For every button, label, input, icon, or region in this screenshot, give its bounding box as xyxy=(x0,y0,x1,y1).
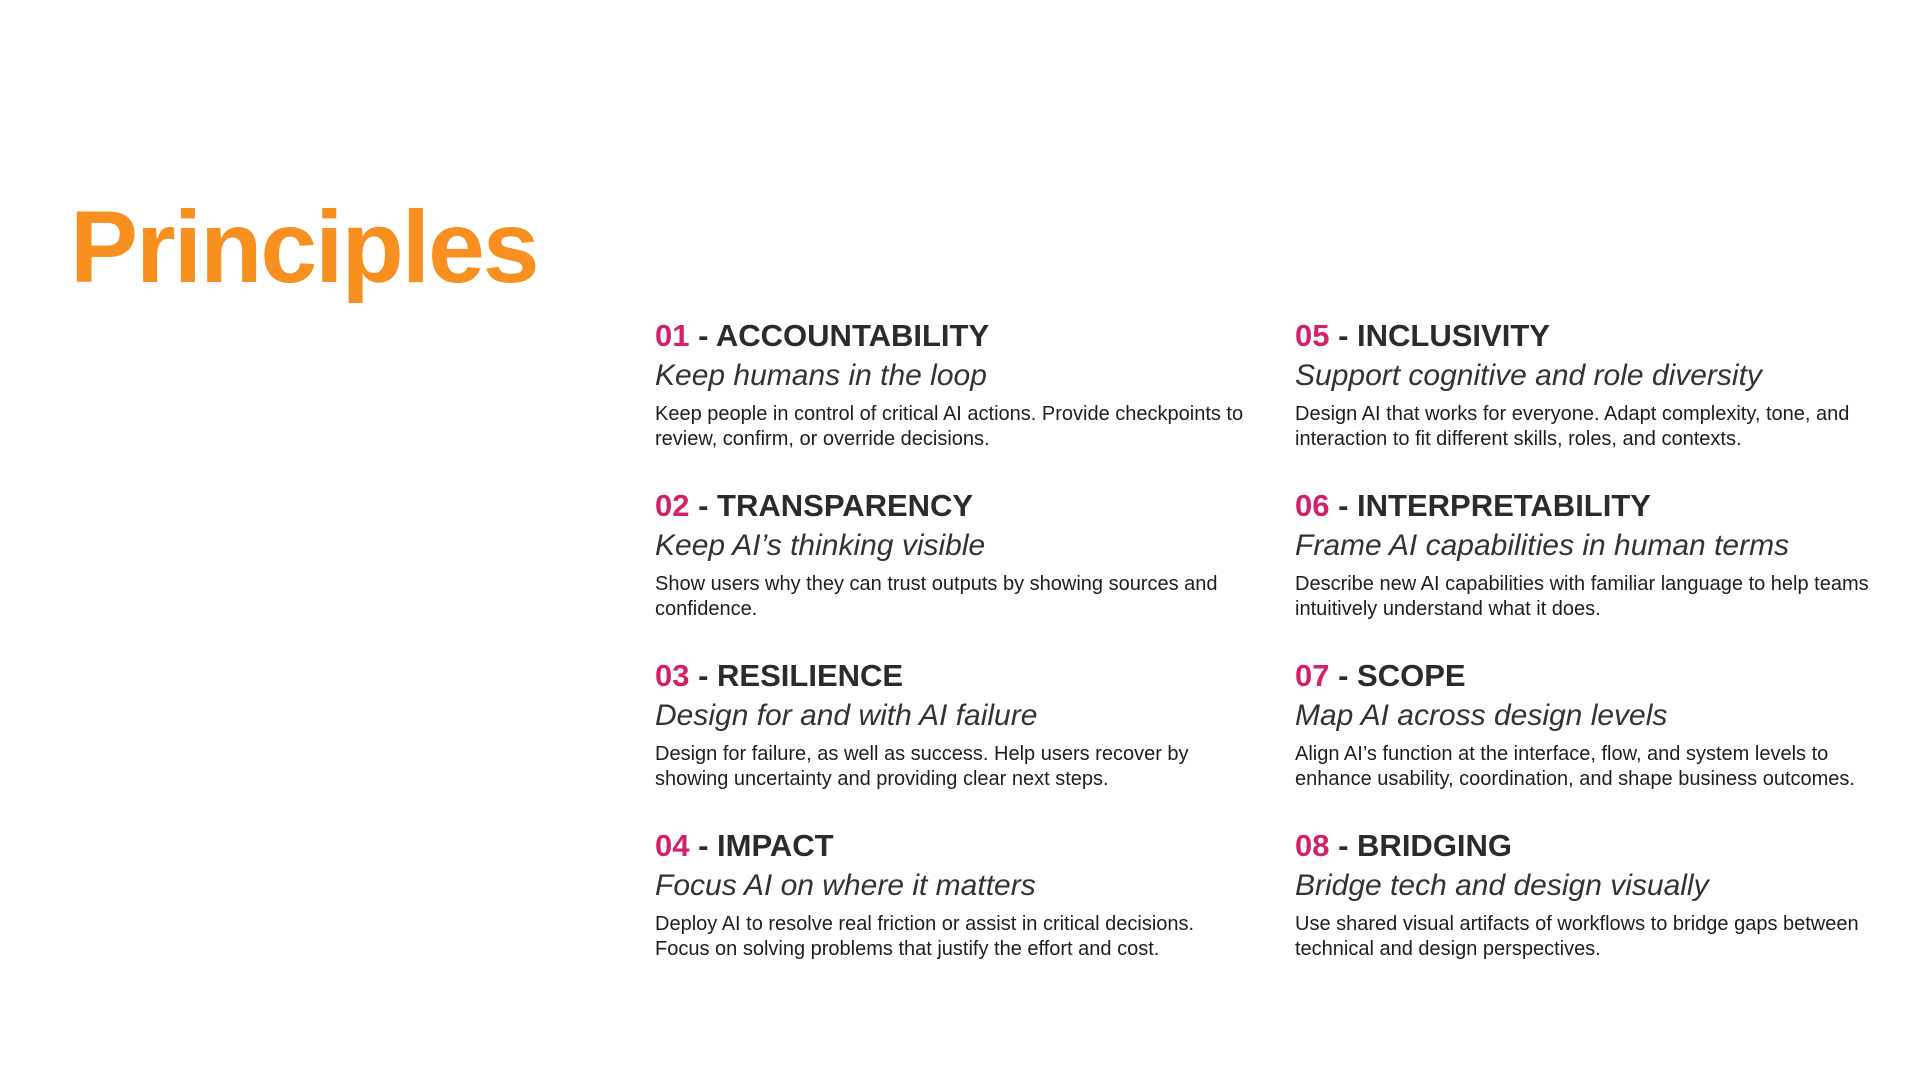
principle-description: Align AI’s function at the interface, fl… xyxy=(1295,743,1855,790)
principle-resilience: 03 - RESILIENCE Design for and with AI f… xyxy=(655,658,1245,792)
principle-heading: 08 - BRIDGING xyxy=(1295,828,1885,864)
principle-impact: 04 - IMPACT Focus AI on where it matters… xyxy=(655,828,1245,962)
principle-tagline: Frame AI capabilities in human terms xyxy=(1295,529,1790,562)
principle-heading: 02 - TRANSPARENCY xyxy=(655,488,1245,524)
principle-heading: 01 - ACCOUNTABILITY xyxy=(655,318,1245,354)
principle-name: INCLUSIVITY xyxy=(1357,318,1550,353)
principle-heading: 05 - INCLUSIVITY xyxy=(1295,318,1885,354)
principle-separator: - xyxy=(689,488,718,523)
principle-description: Describe new AI capabilities with famili… xyxy=(1295,573,1869,620)
principle-accountability: 01 - ACCOUNTABILITY Keep humans in the l… xyxy=(655,318,1245,452)
principle-interpretability: 06 - INTERPRETABILITY Frame AI capabilit… xyxy=(1295,488,1885,622)
principle-separator: - xyxy=(689,318,716,353)
principle-description: Deploy AI to resolve real friction or as… xyxy=(655,913,1195,960)
principle-tagline: Support cognitive and role diversity xyxy=(1295,359,1762,392)
principle-name: SCOPE xyxy=(1357,658,1466,693)
principle-number: 08 xyxy=(1295,828,1330,863)
principle-description: Design AI that works for everyone. Adapt… xyxy=(1295,403,1850,450)
principle-heading: 07 - SCOPE xyxy=(1295,658,1885,694)
principle-tagline: Bridge tech and design visually xyxy=(1295,869,1709,902)
principle-number: 05 xyxy=(1295,318,1330,353)
principle-name: TRANSPARENCY xyxy=(717,488,974,523)
principle-separator: - xyxy=(1329,828,1358,863)
principle-heading: 04 - IMPACT xyxy=(655,828,1245,864)
principle-description: Keep people in control of critical AI ac… xyxy=(655,403,1244,450)
principle-heading: 03 - RESILIENCE xyxy=(655,658,1245,694)
principle-name: IMPACT xyxy=(717,828,834,863)
principle-number: 04 xyxy=(655,828,690,863)
principle-name: BRIDGING xyxy=(1357,828,1513,863)
principle-tagline: Keep humans in the loop xyxy=(655,359,987,392)
principle-bridging: 08 - BRIDGING Bridge tech and design vis… xyxy=(1295,828,1885,962)
principle-number: 02 xyxy=(655,488,690,523)
principle-description: Design for failure, as well as success. … xyxy=(655,743,1189,790)
principle-separator: - xyxy=(1329,658,1358,693)
page-title: Principles xyxy=(70,190,540,304)
principle-description: Use shared visual artifacts of workflows… xyxy=(1295,913,1859,960)
principle-heading: 06 - INTERPRETABILITY xyxy=(1295,488,1885,524)
principle-scope: 07 - SCOPE Map AI across design levels A… xyxy=(1295,658,1885,792)
principle-name: INTERPRETABILITY xyxy=(1357,488,1651,523)
principle-number: 07 xyxy=(1295,658,1330,693)
principle-separator: - xyxy=(689,828,718,863)
principle-inclusivity: 05 - INCLUSIVITY Support cognitive and r… xyxy=(1295,318,1885,452)
principle-number: 06 xyxy=(1295,488,1330,523)
principle-transparency: 02 - TRANSPARENCY Keep AI’s thinking vis… xyxy=(655,488,1245,622)
principle-separator: - xyxy=(689,658,718,693)
principle-description: Show users why they can trust outputs by… xyxy=(655,573,1218,620)
principle-tagline: Keep AI’s thinking visible xyxy=(655,529,986,562)
principle-tagline: Map AI across design levels xyxy=(1295,699,1668,732)
principle-number: 03 xyxy=(655,658,690,693)
principle-name: ACCOUNTABILITY xyxy=(715,318,990,353)
principle-tagline: Design for and with AI failure xyxy=(655,699,1038,732)
principle-tagline: Focus AI on where it matters xyxy=(655,869,1036,902)
principle-name: RESILIENCE xyxy=(717,658,904,693)
principle-number: 01 xyxy=(655,318,690,353)
principle-separator: - xyxy=(1329,488,1358,523)
principle-separator: - xyxy=(1329,318,1358,353)
